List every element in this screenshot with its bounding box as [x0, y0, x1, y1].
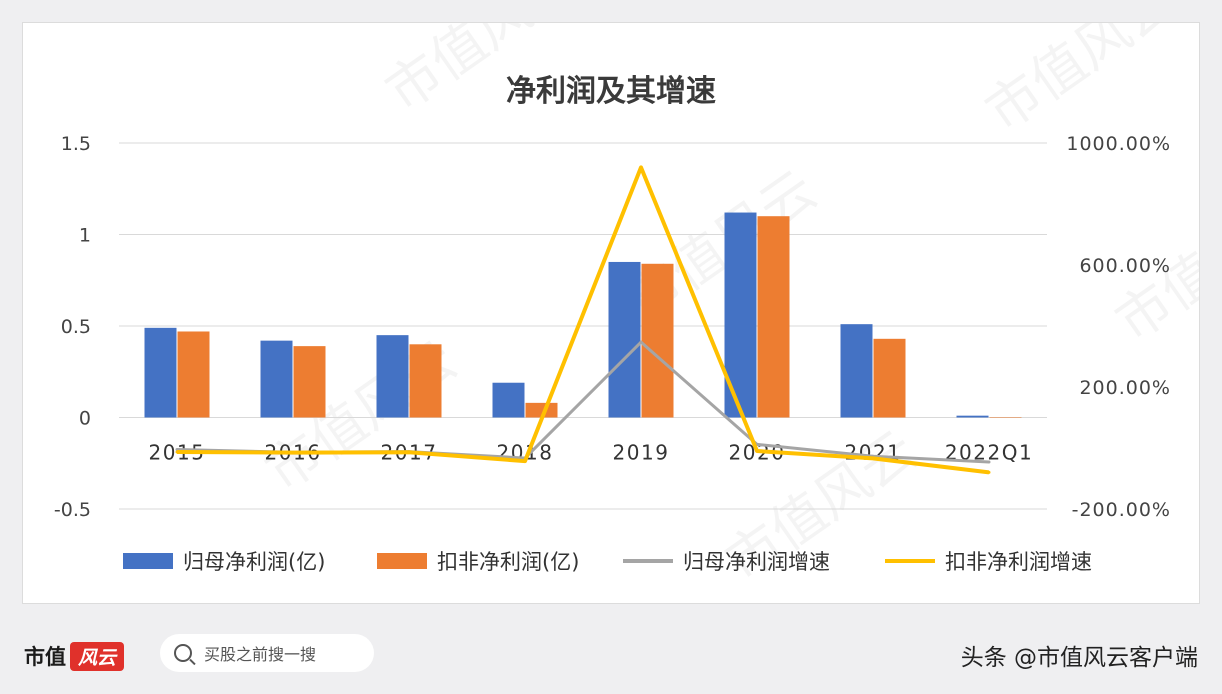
legend-label: 扣非净利润(亿)	[437, 550, 579, 574]
bar	[873, 338, 906, 418]
right-tick-label: 600.00%	[1079, 255, 1171, 277]
search-placeholder: 买股之前搜一搜	[204, 645, 317, 664]
legend-swatch	[123, 553, 173, 569]
legend-label: 归母净利润增速	[683, 550, 830, 574]
bar	[956, 415, 989, 418]
line-point	[523, 459, 527, 463]
bar	[757, 216, 790, 418]
bar	[641, 263, 674, 418]
brand-logo[interactable]: 市值 风云	[24, 636, 125, 676]
left-tick-label: 0.5	[61, 316, 91, 338]
bar	[144, 327, 177, 418]
bar	[260, 340, 293, 418]
bar	[293, 346, 326, 418]
right-tick-label: 1000.00%	[1066, 133, 1171, 155]
line-point	[291, 451, 295, 455]
right-tick-label: 200.00%	[1079, 377, 1171, 399]
line-point	[639, 340, 643, 344]
left-tick-label: -0.5	[54, 499, 91, 521]
chart-card: 市值风云 市值风云 市值风云 市值风云 市值风云 市值风云 净利润及其增速 1.5 1 0.5 0-…	[22, 22, 1200, 604]
left-tick-label: 1.5	[61, 133, 91, 155]
chart-title: 净利润及其增速	[506, 74, 716, 109]
bar	[525, 402, 558, 418]
line-point	[987, 470, 991, 474]
bar	[409, 344, 442, 418]
watermark-text: 市值风云	[974, 23, 1187, 144]
legend-label: 归母净利润(亿)	[183, 550, 325, 574]
left-tick-label: 1	[79, 225, 91, 247]
source-credit: 头条 @市值风云客户端	[960, 645, 1198, 671]
right-tick-label: -200.00%	[1072, 499, 1171, 521]
line-point	[755, 449, 759, 453]
search-icon	[174, 644, 192, 662]
left-tick-label: 0	[79, 408, 91, 430]
chart: 市值风云市值风云市值风云市值风云市值风云市值风云净利润及其增速1.510.50-…	[54, 23, 1199, 594]
bar	[840, 324, 873, 418]
brand-badge: 风云	[70, 641, 125, 671]
line-point	[987, 460, 991, 464]
line-point	[871, 456, 875, 460]
bar	[177, 331, 210, 418]
line-point	[407, 450, 411, 454]
bar	[492, 382, 525, 418]
legend-label: 扣非净利润增速	[945, 550, 1092, 574]
line-point	[175, 450, 179, 454]
series-line	[176, 165, 990, 475]
bar	[989, 417, 1022, 418]
bar	[608, 261, 641, 418]
brand-text: 市值	[24, 644, 66, 669]
category-label: 2019	[613, 441, 670, 465]
line-point	[639, 165, 643, 169]
footer-bar: 市值 风云 买股之前搜一搜 头条 @市值风云客户端	[0, 612, 1222, 694]
bar	[376, 335, 409, 418]
legend-swatch	[377, 553, 427, 569]
search-box[interactable]: 买股之前搜一搜	[160, 634, 374, 672]
